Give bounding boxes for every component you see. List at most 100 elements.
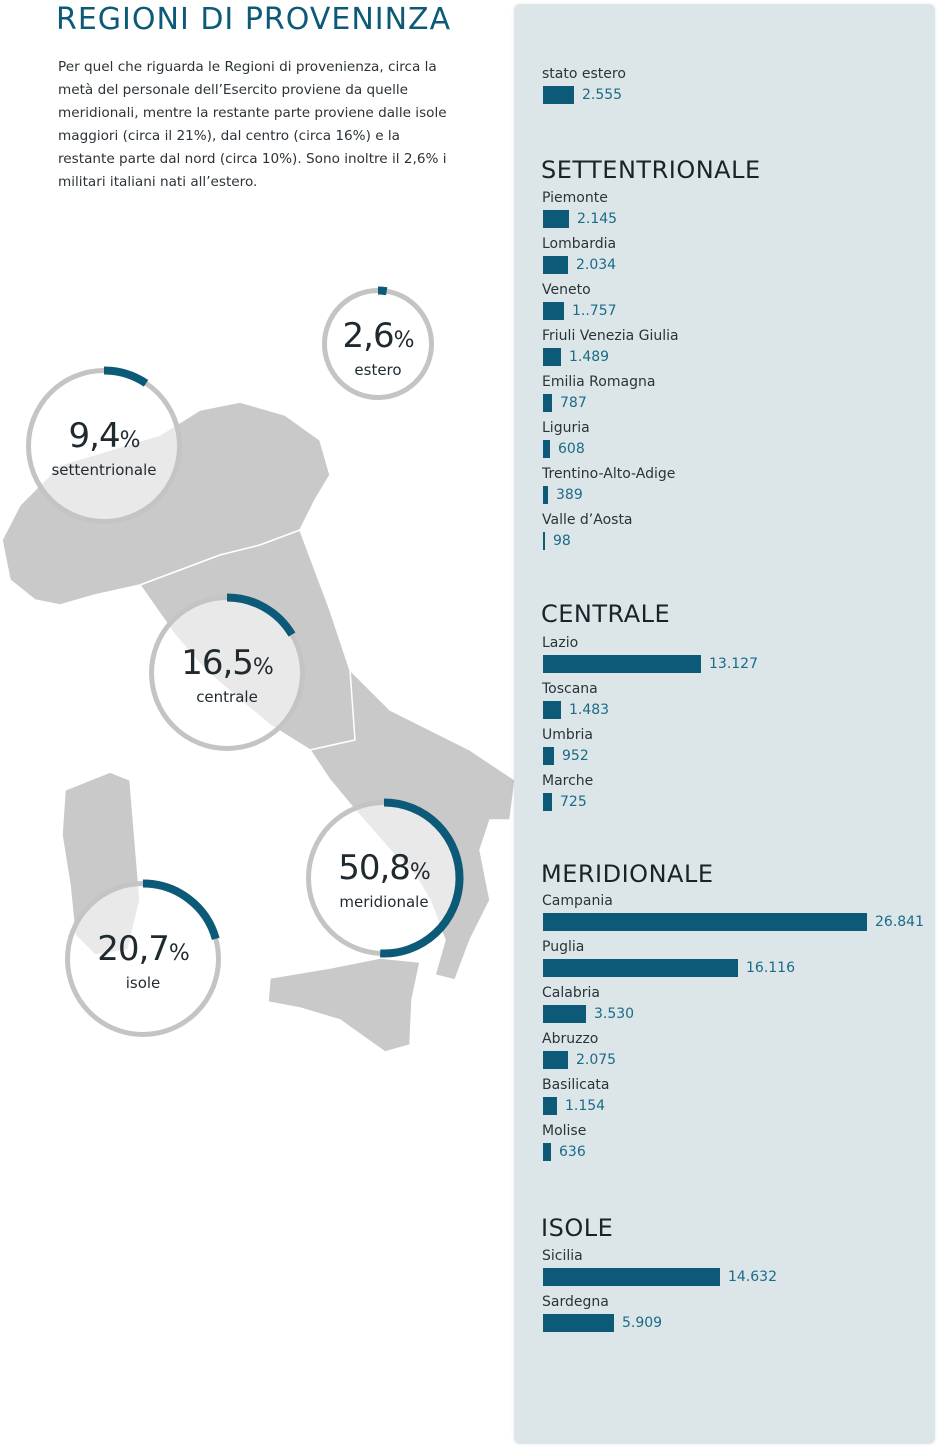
ring-centrale-label: centrale [196,688,258,706]
ring-chart [26,366,182,524]
bar [543,394,552,412]
bar-row: stato estero 2.555 [542,66,932,106]
bar-row: Valle d’Aosta 98 [542,512,932,552]
ring-chart [65,879,221,1037]
bar-category-label: Lombardia [542,236,617,252]
bar-category-label: Campania [542,893,613,909]
bar-row: Piemonte 2.145 [542,190,932,230]
bar-category-label: Veneto [542,282,591,298]
ring-isole-label: isole [125,974,161,992]
ring-isole-percent: 20,7 [97,929,170,969]
ring-arc [142,879,220,941]
section-title-centrale: CENTRALE [541,600,671,628]
bar-value-label: 26.841 [875,914,924,930]
ring-meridionale: 50,8% meridionale [306,798,464,958]
intro-paragraph: Per quel che riguarda le Regioni di prov… [58,59,447,190]
ring-meridionale-label: meridionale [339,893,429,911]
section-title-isole: ISOLE [541,1214,614,1242]
bar-value-label: 1..757 [572,303,617,319]
bar-row: Toscana 1.483 [542,681,932,721]
ring-isole: 20,7% isole [65,879,221,1037]
bar [543,210,569,228]
bar-category-label: Umbria [542,727,593,743]
bar [543,959,738,977]
ring-arc [226,593,296,637]
bar-value-label: 636 [559,1144,586,1160]
bar-row: Emilia Romagna 787 [542,374,932,414]
bar-row: Marche 725 [542,773,932,813]
bar-row: Umbria 952 [542,727,932,767]
bar-category-label: Toscana [542,681,598,697]
bar [543,1268,720,1286]
bar-category-label: Lazio [542,635,579,651]
bar-value-label: 98 [553,533,571,549]
bar-value-label: 14.632 [728,1269,777,1285]
ring-chart [322,286,434,400]
ring-settentrionale-percent: 9,4 [68,416,121,456]
bar-value-label: 1.489 [569,349,610,365]
regions-panel [514,4,935,1444]
map-sicily [267,957,421,1053]
bar-category-label: Sicilia [542,1248,583,1264]
bar-row: Abruzzo 2.075 [542,1031,932,1071]
bar [543,532,545,550]
bar-value-label: 389 [556,487,583,503]
bar [543,486,548,504]
bar-category-label: Abruzzo [542,1031,599,1047]
bar-value-label: 2.555 [582,87,623,103]
bar-value-label: 952 [562,748,589,764]
bar-value-label: 2.034 [576,257,617,273]
bar [543,655,701,673]
ring-arc [103,366,149,387]
bar-category-label: Piemonte [542,190,608,206]
bar [543,747,554,765]
section-title-settentrionale: SETTENTRIONALE [541,156,761,184]
ring-chart [306,798,464,958]
bar-row: Veneto 1..757 [542,282,932,322]
bar-value-label: 2.075 [576,1052,617,1068]
bar-value-label: 2.145 [577,211,618,227]
ring-settentrionale: 9,4% settentrionale [26,366,182,524]
bar [543,1143,551,1161]
bar-row: Lazio 13.127 [542,635,932,675]
bar-row: Sicilia 14.632 [542,1248,932,1288]
ring-estero-percent: 2,6 [342,316,395,356]
bar-row: Friuli Venezia Giulia 1.489 [542,328,932,368]
bar-category-label: Molise [542,1123,587,1139]
bar [543,86,574,104]
bar [543,302,564,320]
ring-centrale: 16,5% centrale [149,593,305,751]
bar-value-label: 3.530 [594,1006,635,1022]
ring-meridionale-percent: 50,8 [338,848,411,888]
bar [543,1097,557,1115]
bar-category-label: Calabria [542,985,600,1001]
bar [543,348,561,366]
bar-category-label: Liguria [542,420,590,436]
bar-value-label: 16.116 [746,960,795,976]
bar-category-label: Friuli Venezia Giulia [542,328,679,344]
bar-category-label: Sardegna [542,1294,609,1310]
bar [543,1314,614,1332]
bar [543,913,867,931]
ring-estero: 2,6% estero [322,286,434,400]
bar-value-label: 5.909 [622,1315,663,1331]
bar-row: Calabria 3.530 [542,985,932,1025]
bar-value-label: 1.483 [569,702,610,718]
ring-centrale-percent: 16,5 [181,643,254,683]
bar [543,1005,586,1023]
bar-row: Campania 26.841 [542,893,932,933]
bar-value-label: 1.154 [565,1098,606,1114]
bar-row: Sardegna 5.909 [542,1294,932,1334]
bar-category-label: Puglia [542,939,585,955]
bar-value-label: 608 [558,441,585,457]
bar-value-label: 725 [560,794,587,810]
bar-category-label: Trentino-Alto-Adige [542,466,676,482]
bar-row: Trentino-Alto-Adige 389 [542,466,932,506]
ring-arc [377,286,388,296]
bar-category-label: stato estero [542,66,626,82]
bar [543,256,568,274]
bar-category-label: Marche [542,773,594,789]
bar-row: Liguria 608 [542,420,932,460]
bar-value-label: 787 [560,395,587,411]
bar [543,1051,568,1069]
